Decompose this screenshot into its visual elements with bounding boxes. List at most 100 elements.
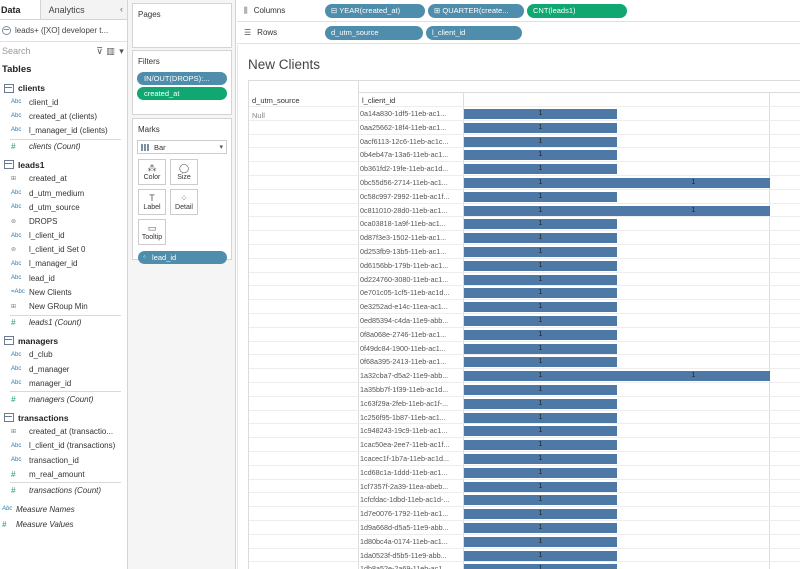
table-row[interactable]: 0e701c05-1cf5-11eb-ac1d... 1 bbox=[249, 285, 800, 299]
client-id-cell[interactable]: 0f68a395-2413-11eb-ac1... bbox=[360, 357, 447, 367]
client-id-cell[interactable]: 0c811010-28d0-11eb-ac1... bbox=[360, 205, 448, 215]
client-id-cell[interactable]: 1d9a668d-d5a5-11e9-abb... bbox=[360, 523, 449, 532]
bar-mark[interactable] bbox=[464, 550, 617, 561]
client-id-cell[interactable]: 1cf7357f-2a39-11ea-abeb... bbox=[360, 481, 449, 491]
rows-shelf[interactable]: ☰ Rows d_utm_source l_client_id bbox=[237, 22, 800, 44]
viz-table[interactable]: d_utm_source l_client_id Null 0a14a830-1… bbox=[248, 80, 800, 569]
size-button[interactable]: ◯ Size bbox=[170, 159, 198, 185]
view-options-icon[interactable]: ▥ bbox=[106, 45, 115, 56]
bar-mark[interactable] bbox=[464, 178, 617, 188]
table-row[interactable]: 1a35bb7f-1f39-11eb-ac1d... 1 bbox=[249, 382, 800, 396]
field-item[interactable]: Abc created_at (clients) bbox=[0, 109, 127, 123]
bar-mark[interactable] bbox=[464, 122, 617, 133]
table-row[interactable]: 1d9a668d-d5a5-11e9-abb... 1 bbox=[249, 520, 800, 534]
bar-mark[interactable] bbox=[464, 316, 617, 326]
client-id-cell[interactable]: 0b361fd2-19fe-11eb-ac1d... bbox=[360, 164, 449, 174]
field-item[interactable]: Abc d_manager bbox=[0, 362, 127, 376]
client-id-cell[interactable]: 0b4eb47a-13a6-11eb-ac1... bbox=[360, 150, 449, 160]
collapse-pane-icon[interactable]: ‹ bbox=[120, 4, 123, 14]
table-row[interactable]: 1c256f95-1b87-11eb-ac1... 1 bbox=[249, 409, 800, 424]
bar-mark[interactable] bbox=[464, 564, 617, 569]
field-item[interactable]: Abc manager_id bbox=[0, 376, 127, 390]
field-item[interactable]: # leads1 (Count) bbox=[0, 316, 127, 330]
table-row[interactable]: 0f8a068e-2746-11eb-ac1... 1 bbox=[249, 326, 800, 341]
table-header-leads1[interactable]: leads1 bbox=[0, 158, 127, 172]
bar-mark[interactable] bbox=[464, 467, 617, 478]
client-id-cell[interactable]: 1d80bc4a-0174-11eb-ac1... bbox=[360, 536, 448, 546]
table-row[interactable]: 1cd68c1a-1ddd-11eb-ac1... 1 bbox=[249, 464, 800, 479]
field-item[interactable]: Abc l_client_id bbox=[0, 229, 127, 243]
tooltip-button[interactable]: ▭ Tooltip bbox=[138, 219, 166, 245]
measure-field[interactable]: Abc Measure Names bbox=[0, 502, 127, 517]
bar-mark[interactable] bbox=[464, 536, 617, 547]
table-row[interactable]: 0c811010-28d0-11eb-ac1... 1 1 bbox=[249, 202, 800, 217]
table-row[interactable]: 0f49dc84-1900-11eb-ac1... 1 bbox=[249, 340, 800, 355]
mark-type-select[interactable]: Bar ▾ bbox=[137, 140, 227, 154]
bar-mark[interactable] bbox=[464, 412, 617, 423]
client-id-cell[interactable]: 0a14a830-1df5-11eb-ac1... bbox=[360, 109, 447, 118]
client-id-cell[interactable]: 1cac50ea-2ee7-11eb-ac1f... bbox=[360, 440, 450, 450]
client-id-cell[interactable]: 0ed85394-c4da-11e9-abb... bbox=[360, 316, 449, 325]
bar-mark[interactable] bbox=[464, 288, 617, 299]
table-row[interactable]: 0e3252ad-e14c-11ea-ac1... 1 bbox=[249, 299, 800, 313]
bar-mark[interactable] bbox=[464, 136, 617, 147]
bar-mark[interactable] bbox=[464, 523, 617, 533]
table-row[interactable]: 0b361fd2-19fe-11eb-ac1d... 1 bbox=[249, 161, 800, 175]
field-item[interactable]: ⊞ created_at (transactio... bbox=[0, 425, 127, 439]
field-item[interactable]: Abc l_client_id (transactions) bbox=[0, 439, 127, 453]
table-row[interactable]: 0ca03818-1a9f-11eb-ac1... 1 bbox=[249, 216, 800, 230]
bar-mark[interactable] bbox=[464, 150, 617, 161]
client-id-cell[interactable]: 1cd68c1a-1ddd-11eb-ac1... bbox=[360, 467, 448, 477]
bar-mark[interactable] bbox=[464, 164, 617, 175]
lead-id-pill[interactable]: ⁘ lead_id bbox=[138, 251, 227, 264]
client-id-cell[interactable]: 1da0523f-d5b5-11e9-abb... bbox=[360, 550, 447, 560]
bar-mark[interactable] bbox=[617, 178, 770, 188]
table-row[interactable]: 0bc55d56-2714-11eb-ac1... 1 1 bbox=[249, 175, 800, 189]
field-item[interactable]: Abc l_manager_id bbox=[0, 257, 127, 271]
client-id-cell[interactable]: 1cacec1f-1b7a-11eb-ac1d... bbox=[360, 454, 449, 463]
table-row[interactable]: 1cacec1f-1b7a-11eb-ac1d... 1 bbox=[249, 451, 800, 465]
field-item[interactable]: Abc d_club bbox=[0, 348, 127, 362]
field-item[interactable]: Abc d_utm_medium bbox=[0, 186, 127, 200]
shelf-pill[interactable]: ⊞ QUARTER(create... bbox=[428, 3, 524, 18]
table-row[interactable]: 1d7e0076-1792-11eb-ac1... 1 bbox=[249, 506, 800, 520]
color-button[interactable]: ⁂ Color bbox=[138, 159, 166, 185]
field-item[interactable]: # clients (Count) bbox=[0, 140, 127, 154]
bar-mark[interactable] bbox=[464, 371, 617, 382]
table-row[interactable]: 0acf6113-12c6-11eb-ac1c... 1 bbox=[249, 133, 800, 148]
client-id-cell[interactable]: 0ca03818-1a9f-11eb-ac1... bbox=[360, 219, 446, 229]
client-id-cell[interactable]: 0c58c997-2992-11eb-ac1f... bbox=[360, 191, 450, 201]
table-row[interactable]: 0d224760-3080-11eb-ac1... 1 bbox=[249, 271, 800, 286]
bar-mark[interactable] bbox=[464, 302, 617, 313]
bar-mark[interactable] bbox=[464, 233, 617, 244]
client-id-cell[interactable]: 1db8a52e-2a69-11eb-ac1... bbox=[360, 564, 449, 569]
pages-card[interactable]: Pages bbox=[132, 3, 232, 48]
client-id-cell[interactable]: 0f49dc84-1900-11eb-ac1... bbox=[360, 343, 446, 353]
detail-button[interactable]: ⁘ Detail bbox=[170, 189, 198, 215]
label-button[interactable]: T Label bbox=[138, 189, 166, 215]
bar-mark[interactable] bbox=[464, 440, 617, 451]
table-row[interactable]: 1cac50ea-2ee7-11eb-ac1f... 1 bbox=[249, 437, 800, 451]
shelf-pill[interactable]: d_utm_source bbox=[325, 25, 423, 40]
client-id-cell[interactable]: 1c63f29a-2feb-11eb-ac1f-... bbox=[360, 398, 449, 408]
table-row[interactable]: 1c948243-19c9-11eb-ac1... 1 bbox=[249, 423, 800, 437]
bar-mark[interactable] bbox=[464, 454, 617, 464]
bar-mark[interactable] bbox=[617, 205, 770, 216]
bar-mark[interactable] bbox=[464, 426, 617, 437]
table-row[interactable]: 0b4eb47a-13a6-11eb-ac1... 1 bbox=[249, 147, 800, 161]
header-client-id[interactable]: l_client_id bbox=[362, 96, 396, 105]
bar-mark[interactable] bbox=[464, 398, 617, 409]
field-item[interactable]: Abc transaction_id bbox=[0, 453, 127, 467]
table-row[interactable]: 1cf7357f-2a39-11ea-abeb... 1 bbox=[249, 478, 800, 493]
bar-mark[interactable] bbox=[464, 329, 617, 340]
field-item[interactable]: Abc lead_id bbox=[0, 271, 127, 285]
shelf-pill[interactable]: l_client_id bbox=[426, 25, 522, 40]
client-id-cell[interactable]: 0d253fb9-13b5-11eb-ac1... bbox=[360, 247, 447, 256]
client-id-cell[interactable]: 0d87f3e3-1502-11eb-ac1... bbox=[360, 233, 447, 243]
client-id-cell[interactable]: 1a35bb7f-1f39-11eb-ac1d... bbox=[360, 385, 449, 394]
table-row[interactable]: 0aa25662-18f4-11eb-ac1... 1 bbox=[249, 119, 800, 134]
field-item[interactable]: # managers (Count) bbox=[0, 392, 127, 406]
filter-pill[interactable]: IN/OUT(DROPS):... bbox=[137, 72, 227, 85]
bar-mark[interactable] bbox=[464, 247, 617, 257]
field-item[interactable]: # transactions (Count) bbox=[0, 483, 127, 497]
